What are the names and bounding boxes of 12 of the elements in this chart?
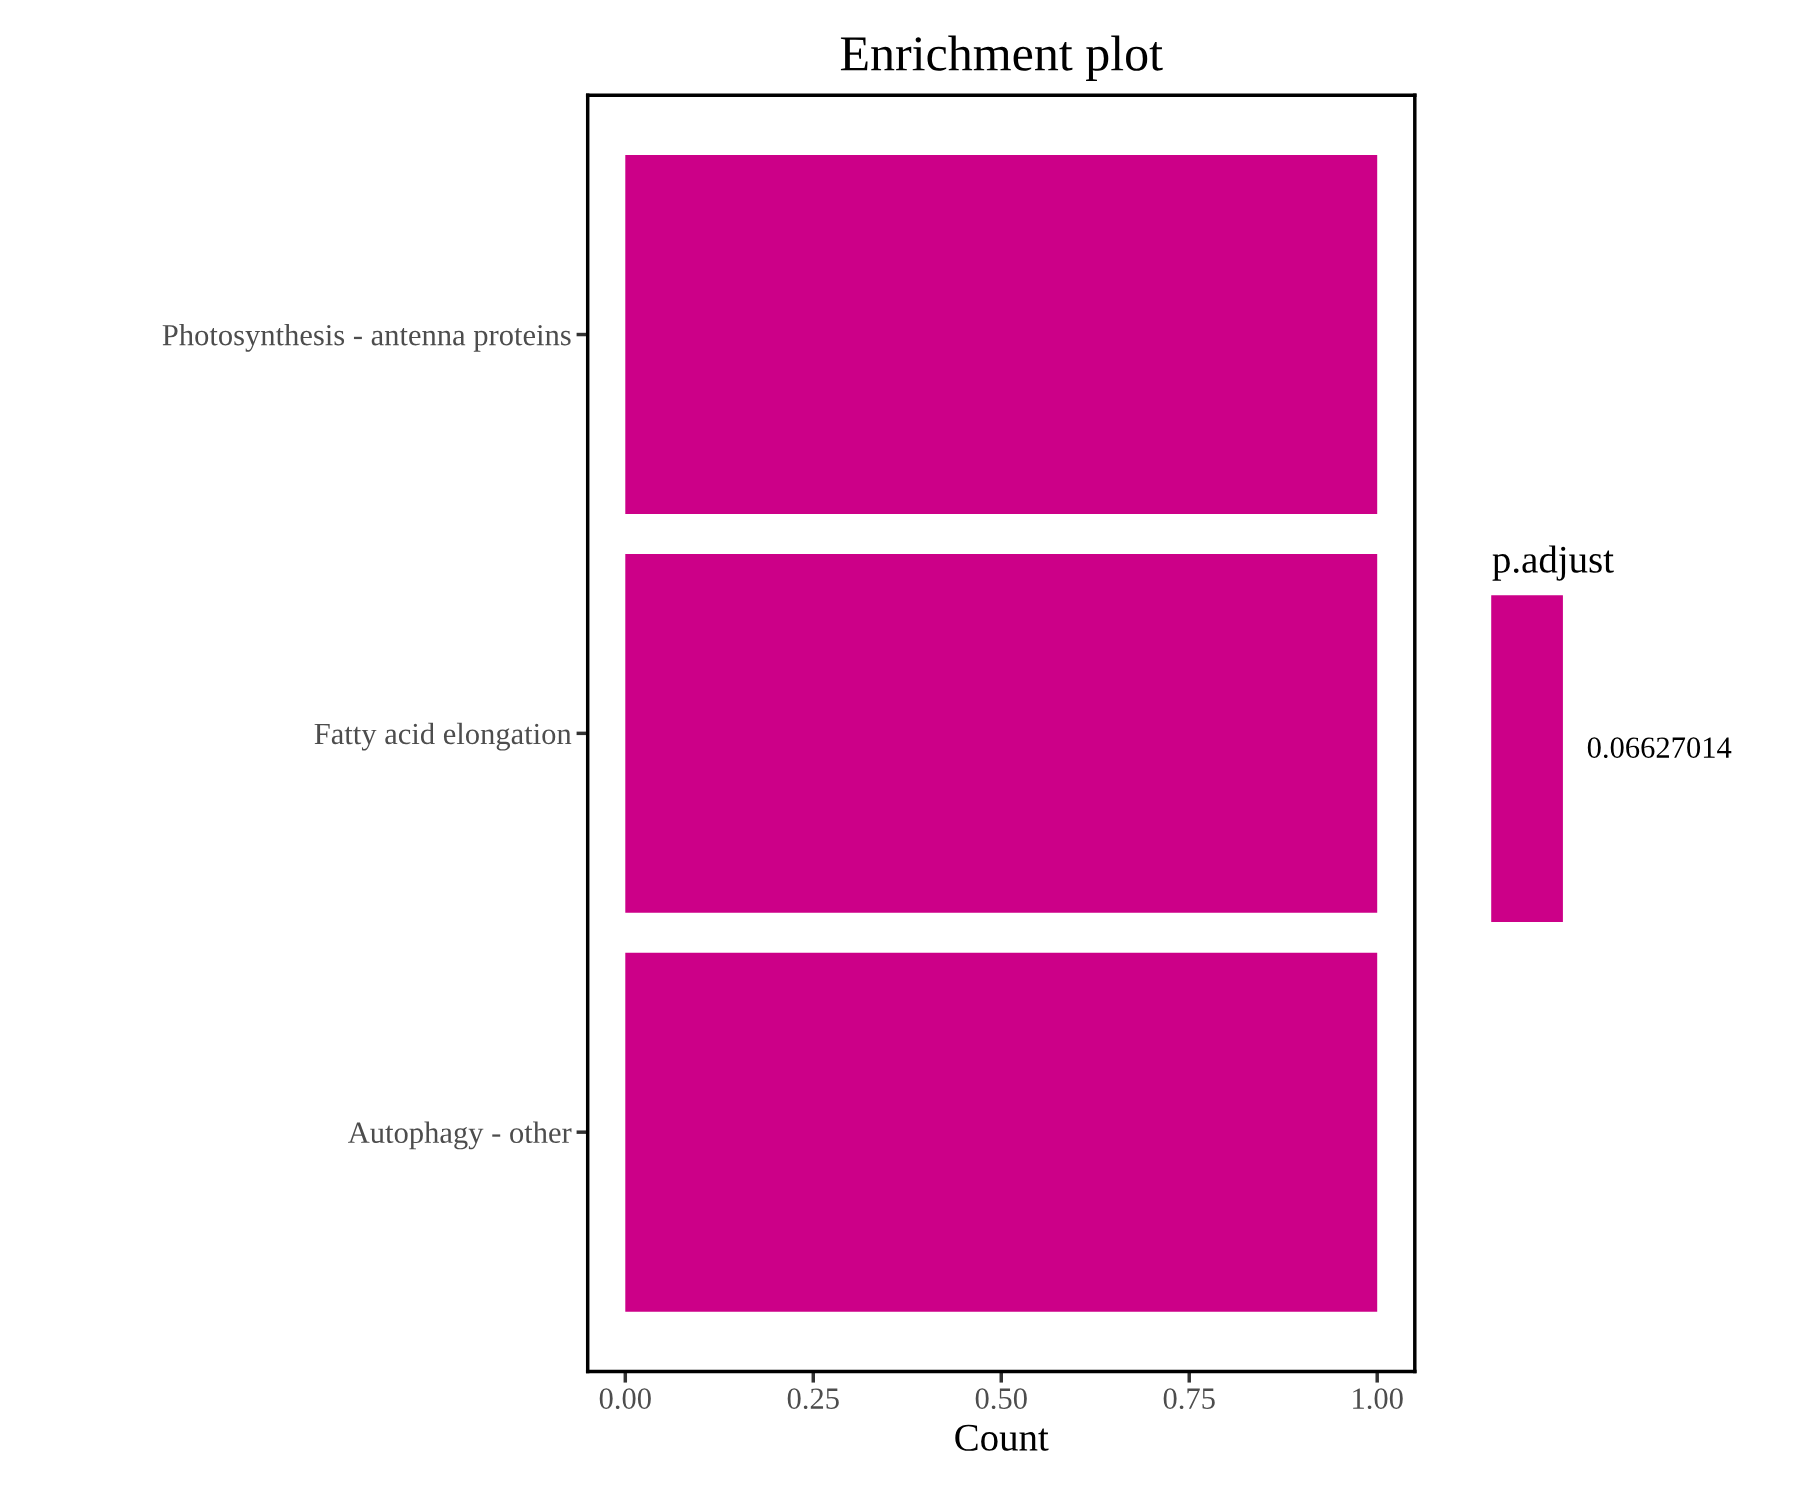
y-tick-label: Fatty acid elongation: [314, 722, 572, 751]
x-axis-title: Count: [955, 1424, 1049, 1451]
y-tick-label: Autophagy - other: [348, 1121, 572, 1150]
x-tick-label: 1.00: [1353, 1388, 1403, 1410]
x-tick-label: 0.00: [599, 1388, 651, 1410]
text: 0.06627014: [1587, 737, 1732, 759]
x-tick-label: 0.25: [787, 1388, 839, 1410]
chart-title: Enrichment plot: [840, 35, 1163, 81]
x-tick-label: 0.75: [1163, 1388, 1215, 1410]
y-tick-label: Photosynthesis - antenna proteins: [162, 323, 571, 352]
x-tick-label: 0.50: [975, 1388, 1027, 1410]
legend-title: p.adjust: [1492, 545, 1614, 581]
